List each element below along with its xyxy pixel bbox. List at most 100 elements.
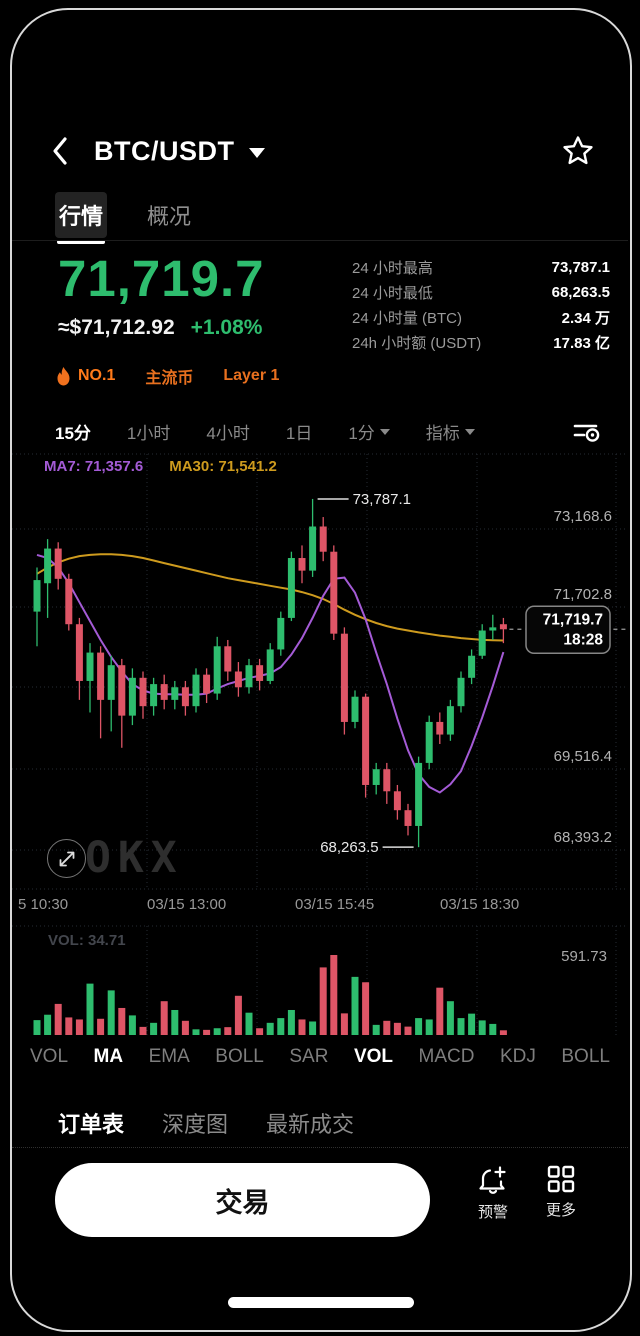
favorite-button[interactable]	[561, 134, 595, 168]
indicator-dropdown[interactable]: 指标	[426, 419, 475, 444]
tab-overview[interactable]: 概况	[143, 192, 195, 238]
volume-axis-max: 591.73	[561, 948, 607, 965]
volume-bar	[160, 1001, 168, 1035]
volume-bar	[128, 1015, 136, 1035]
candle	[362, 693, 370, 798]
y-axis-label: 71,702.8	[554, 586, 612, 603]
stat-row-low: 24 小时最低 68,263.5	[352, 280, 610, 305]
ind-tab-vol2[interactable]: VOL	[353, 1046, 394, 1067]
tab-depth-chart[interactable]: 深度图	[162, 1112, 229, 1137]
footer-separator	[12, 1147, 628, 1148]
ind-tab-ma[interactable]: MA	[93, 1046, 124, 1067]
candle	[478, 624, 486, 659]
ind-tab-ema[interactable]: EMA	[148, 1046, 190, 1067]
volume-bar	[340, 1013, 348, 1035]
volume-bar	[192, 1029, 200, 1035]
candle	[86, 643, 94, 713]
volume-bar	[287, 1009, 295, 1035]
tf-1d[interactable]: 1日	[286, 419, 312, 444]
volume-bar	[393, 1022, 401, 1035]
ind-tab-boll2[interactable]: BOLL	[561, 1046, 610, 1067]
volume-bar	[44, 1014, 52, 1035]
volume-bar	[436, 987, 444, 1035]
tab-latest-trades[interactable]: 最新成交	[266, 1112, 355, 1137]
candle	[277, 611, 285, 656]
volume-bar	[351, 976, 359, 1035]
volume-bar	[97, 1018, 105, 1035]
fullscreen-button[interactable]	[47, 839, 86, 878]
volume-bar	[457, 1018, 465, 1035]
volume-bar	[54, 1003, 62, 1035]
current-price-bubble[interactable]	[525, 605, 611, 655]
chevron-left-icon	[53, 137, 67, 165]
volume-bar	[372, 1024, 380, 1035]
candle	[340, 627, 348, 735]
volume-bar	[478, 1020, 486, 1035]
alert-label: 预警	[477, 1204, 508, 1221]
tf-15m[interactable]: 15分	[55, 419, 91, 444]
ind-tab-sar[interactable]: SAR	[289, 1046, 329, 1067]
candle	[287, 551, 295, 622]
candlestick-chart[interactable]: 73,168.6 71,702.8 69,516.4 68,393.2 73,787.1…	[12, 452, 628, 892]
volume-bar	[298, 1019, 306, 1035]
candle	[245, 658, 253, 694]
low-callout-label: 68,263.5	[320, 839, 378, 856]
top-tabs: 行情 概况	[55, 192, 195, 244]
y-axis-label: 69,516.4	[554, 748, 612, 765]
candle	[372, 762, 380, 795]
trade-button[interactable]: 交易	[55, 1163, 430, 1237]
candle	[33, 567, 41, 647]
ma30-legend: MA30: 71,541.2	[169, 458, 277, 475]
more-button[interactable]: 更多	[530, 1163, 592, 1220]
volume-chart[interactable]	[12, 925, 628, 1038]
tf-label: 1日	[285, 423, 313, 443]
x-tick: 5 10:30	[18, 896, 69, 913]
candle	[44, 539, 52, 618]
volume-bar	[234, 995, 242, 1035]
y-axis-label: 73,168.6	[554, 508, 612, 525]
x-tick: 03/15 13:00	[147, 896, 227, 913]
candle	[224, 639, 232, 681]
pair-title[interactable]: BTC/USDT	[94, 135, 235, 166]
ind-tab-kdj[interactable]: KDJ	[499, 1046, 536, 1067]
candle	[139, 671, 147, 719]
candle	[330, 545, 338, 640]
ind-tab-boll[interactable]: BOLL	[215, 1046, 264, 1067]
back-button[interactable]	[50, 134, 80, 168]
pair-dropdown-icon[interactable]	[248, 148, 265, 158]
tag-mainstream[interactable]: 主流币	[145, 370, 194, 387]
candle	[213, 636, 221, 700]
chevron-down-icon	[379, 429, 390, 435]
x-tick: 03/15 18:30	[440, 896, 520, 913]
candle	[234, 662, 242, 697]
tf-1h[interactable]: 1小时	[127, 419, 170, 444]
candle	[425, 715, 433, 770]
tf-label: 1小时	[126, 423, 171, 443]
volume-bar	[362, 982, 370, 1035]
volume-bar	[319, 967, 327, 1035]
volume-bar	[107, 990, 115, 1035]
indicator-settings-icon	[573, 424, 600, 442]
candle	[436, 712, 444, 744]
tab-quotes[interactable]: 行情	[55, 192, 108, 244]
ind-tab-vol[interactable]: VOL	[30, 1046, 69, 1067]
price-block: 71,719.7 ≈$71,712.92 +1.08%	[58, 252, 265, 340]
tag-layer1[interactable]: Layer 1	[223, 367, 280, 384]
volume-bar	[75, 1019, 83, 1035]
stat-label: 24 小时量 (BTC)	[352, 310, 463, 327]
candle	[266, 643, 274, 685]
tf-4h[interactable]: 4小时	[206, 419, 249, 444]
volume-bar	[181, 1020, 189, 1035]
header: BTC/USDT	[50, 128, 595, 174]
alert-button[interactable]: 预警	[462, 1163, 524, 1222]
tab-order-book[interactable]: 订单表	[58, 1112, 125, 1137]
chart-settings-button[interactable]	[572, 418, 602, 444]
ind-tab-macd[interactable]: MACD	[418, 1046, 475, 1067]
rank-badge[interactable]: NO.1	[56, 366, 115, 386]
volume-bar	[499, 1030, 507, 1035]
tf-more-dropdown[interactable]: 1分	[348, 419, 390, 444]
stat-label: 24 小时最低	[352, 285, 433, 302]
volume-bar	[309, 1021, 317, 1035]
fiat-price: ≈$71,712.92	[58, 315, 175, 339]
stat-label: 24 小时最高	[352, 260, 433, 277]
